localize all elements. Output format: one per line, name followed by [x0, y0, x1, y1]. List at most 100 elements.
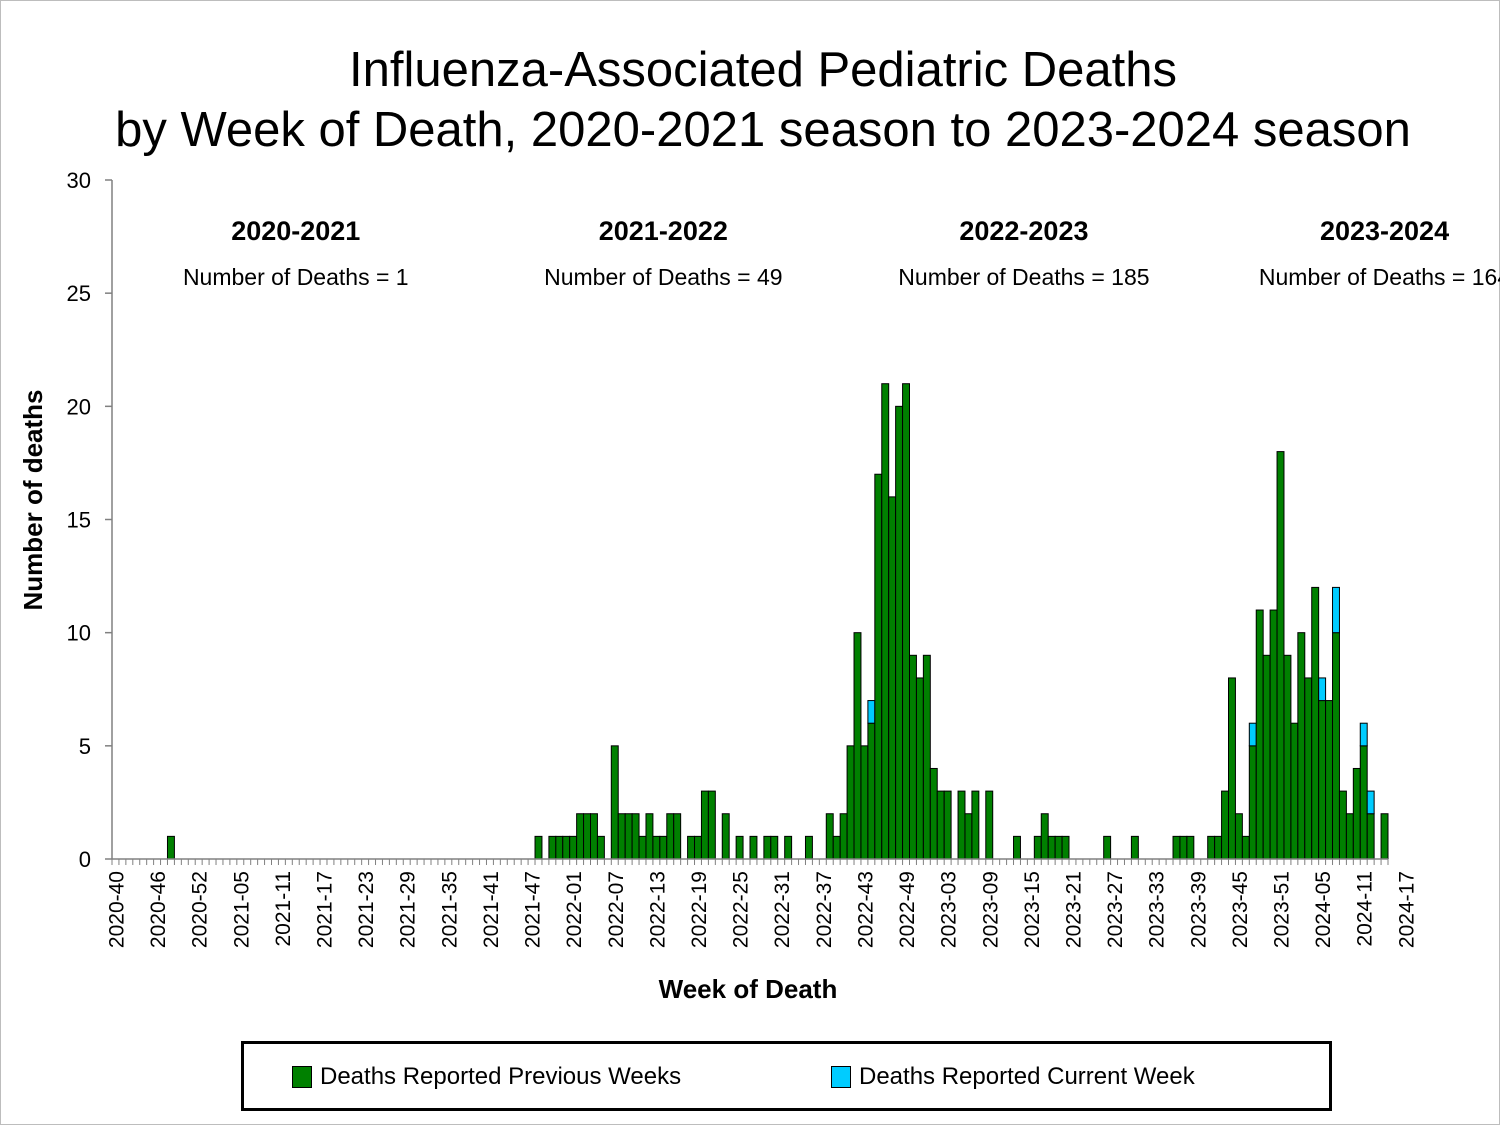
x-tick-label: 2023-03	[938, 871, 961, 948]
x-tick-label: 2023-27	[1104, 871, 1127, 948]
x-tick-label: 2021-29	[397, 871, 420, 948]
bar-previous	[638, 835, 647, 860]
y-tick-label: 15	[67, 508, 91, 533]
bar-previous	[929, 767, 938, 860]
bar-previous	[881, 383, 890, 860]
bar-current	[867, 700, 876, 724]
bar-previous	[1345, 813, 1354, 860]
x-tick-label: 2024-11	[1354, 871, 1377, 947]
season-death-count: Number of Deaths = 1	[183, 264, 409, 290]
x-tick-label: 2022-37	[813, 871, 836, 948]
x-tick-label: 2022-25	[730, 871, 753, 948]
bar-previous	[1214, 835, 1223, 860]
bar-previous	[624, 813, 633, 860]
y-axis-label: Number of deaths	[18, 389, 48, 610]
y-tick-label: 20	[67, 394, 91, 419]
bar-previous	[1186, 835, 1195, 860]
legend-item-current: Deaths Reported Current Week	[831, 1063, 1195, 1090]
x-tick-label: 2021-41	[480, 871, 503, 948]
bar-previous	[1290, 722, 1299, 860]
bar-previous	[909, 654, 917, 860]
bar-previous	[867, 722, 876, 860]
y-tick-label: 30	[67, 168, 91, 193]
bar-previous	[1262, 654, 1271, 860]
x-tick-label: 2020-52	[189, 871, 212, 948]
bar-previous	[804, 835, 813, 860]
bar-previous	[1047, 835, 1056, 860]
x-tick-label: 2022-49	[896, 871, 919, 948]
legend-swatch-previous	[292, 1066, 312, 1088]
bar-previous	[666, 813, 675, 860]
legend-swatch-current	[831, 1066, 851, 1088]
x-tick-label: 2022-43	[854, 871, 877, 948]
bar-previous	[763, 835, 772, 860]
bar-previous	[964, 813, 973, 860]
bar-previous	[784, 835, 793, 860]
x-tick-label: 2023-15	[1021, 871, 1044, 948]
bar-previous	[1359, 745, 1368, 860]
x-tick-label: 2024-17	[1395, 871, 1418, 948]
season-annotations: 2020-2021 Number of Deaths = 1 2021-2022 Nu…	[183, 216, 1500, 290]
season-death-count: Number of Deaths = 49	[544, 264, 782, 290]
x-tick-label: 2023-39	[1187, 871, 1210, 948]
bar-previous	[1255, 609, 1264, 860]
bar-current	[1318, 677, 1327, 702]
bar-previous	[1207, 835, 1216, 860]
legend: Deaths Reported Previous Weeks Deaths Re…	[241, 1041, 1332, 1111]
bar-previous	[1380, 813, 1389, 860]
bar-previous	[548, 835, 557, 860]
bar-previous	[957, 790, 966, 860]
bar-previous	[659, 835, 668, 860]
y-tick-label: 25	[67, 281, 91, 306]
y-tick-label: 0	[79, 847, 91, 872]
bar-previous	[576, 813, 585, 860]
season-label: 2020-2021	[231, 216, 360, 246]
bar-current	[1248, 722, 1257, 747]
x-tick-label: 2023-51	[1271, 871, 1294, 948]
x-tick-label: 2020-46	[147, 871, 170, 948]
bar-current	[1332, 586, 1340, 634]
bar-previous	[1248, 745, 1257, 860]
bar-previous	[985, 790, 994, 860]
bar-previous	[1311, 586, 1320, 860]
bar-previous	[1221, 790, 1229, 860]
chart-title-line-2: by Week of Death, 2020-2021 season to 20…	[115, 103, 1411, 157]
bar-previous	[825, 813, 834, 860]
bar-previous	[707, 790, 716, 860]
x-tick-label: 2022-01	[563, 871, 586, 948]
bar-previous	[596, 835, 605, 860]
bar-previous	[902, 383, 911, 860]
bar-previous	[1061, 835, 1070, 860]
bar-layer	[166, 383, 1389, 860]
season-label: 2021-2022	[599, 216, 728, 246]
bar-previous	[1332, 632, 1340, 860]
bar-previous	[721, 813, 730, 860]
x-tick-label: 2021-47	[522, 871, 545, 948]
bar-previous	[1130, 835, 1139, 860]
season-death-count: Number of Deaths = 185	[898, 264, 1149, 290]
bar-current	[1366, 790, 1375, 815]
bar-previous	[652, 835, 661, 860]
bar-previous	[700, 790, 709, 860]
x-axis-label: Week of Death	[659, 974, 838, 1004]
bar-previous	[583, 813, 592, 860]
bar-previous	[673, 813, 682, 860]
y-tick-label: 10	[67, 621, 91, 646]
bar-previous	[694, 835, 702, 860]
x-tick-label: 2023-45	[1229, 871, 1252, 948]
x-tick-label: 2022-31	[771, 871, 794, 948]
x-tick-label: 2021-05	[230, 871, 253, 948]
bar-previous	[1179, 835, 1188, 860]
bar-previous	[1013, 835, 1021, 860]
bar-previous	[922, 654, 931, 860]
chart-title-line-1: Influenza-Associated Pediatric Deaths	[349, 43, 1177, 97]
bar-previous	[1366, 813, 1375, 860]
x-tick-label: 2024-05	[1312, 871, 1335, 948]
x-tick-label: 2022-19	[688, 871, 711, 948]
chart-title: Influenza-Associated Pediatric Deaths by…	[0, 40, 1500, 160]
x-tick-label: 2023-09	[979, 871, 1002, 948]
bar-previous	[1338, 790, 1347, 860]
bar-previous	[1304, 677, 1313, 860]
bar-previous	[590, 813, 598, 860]
